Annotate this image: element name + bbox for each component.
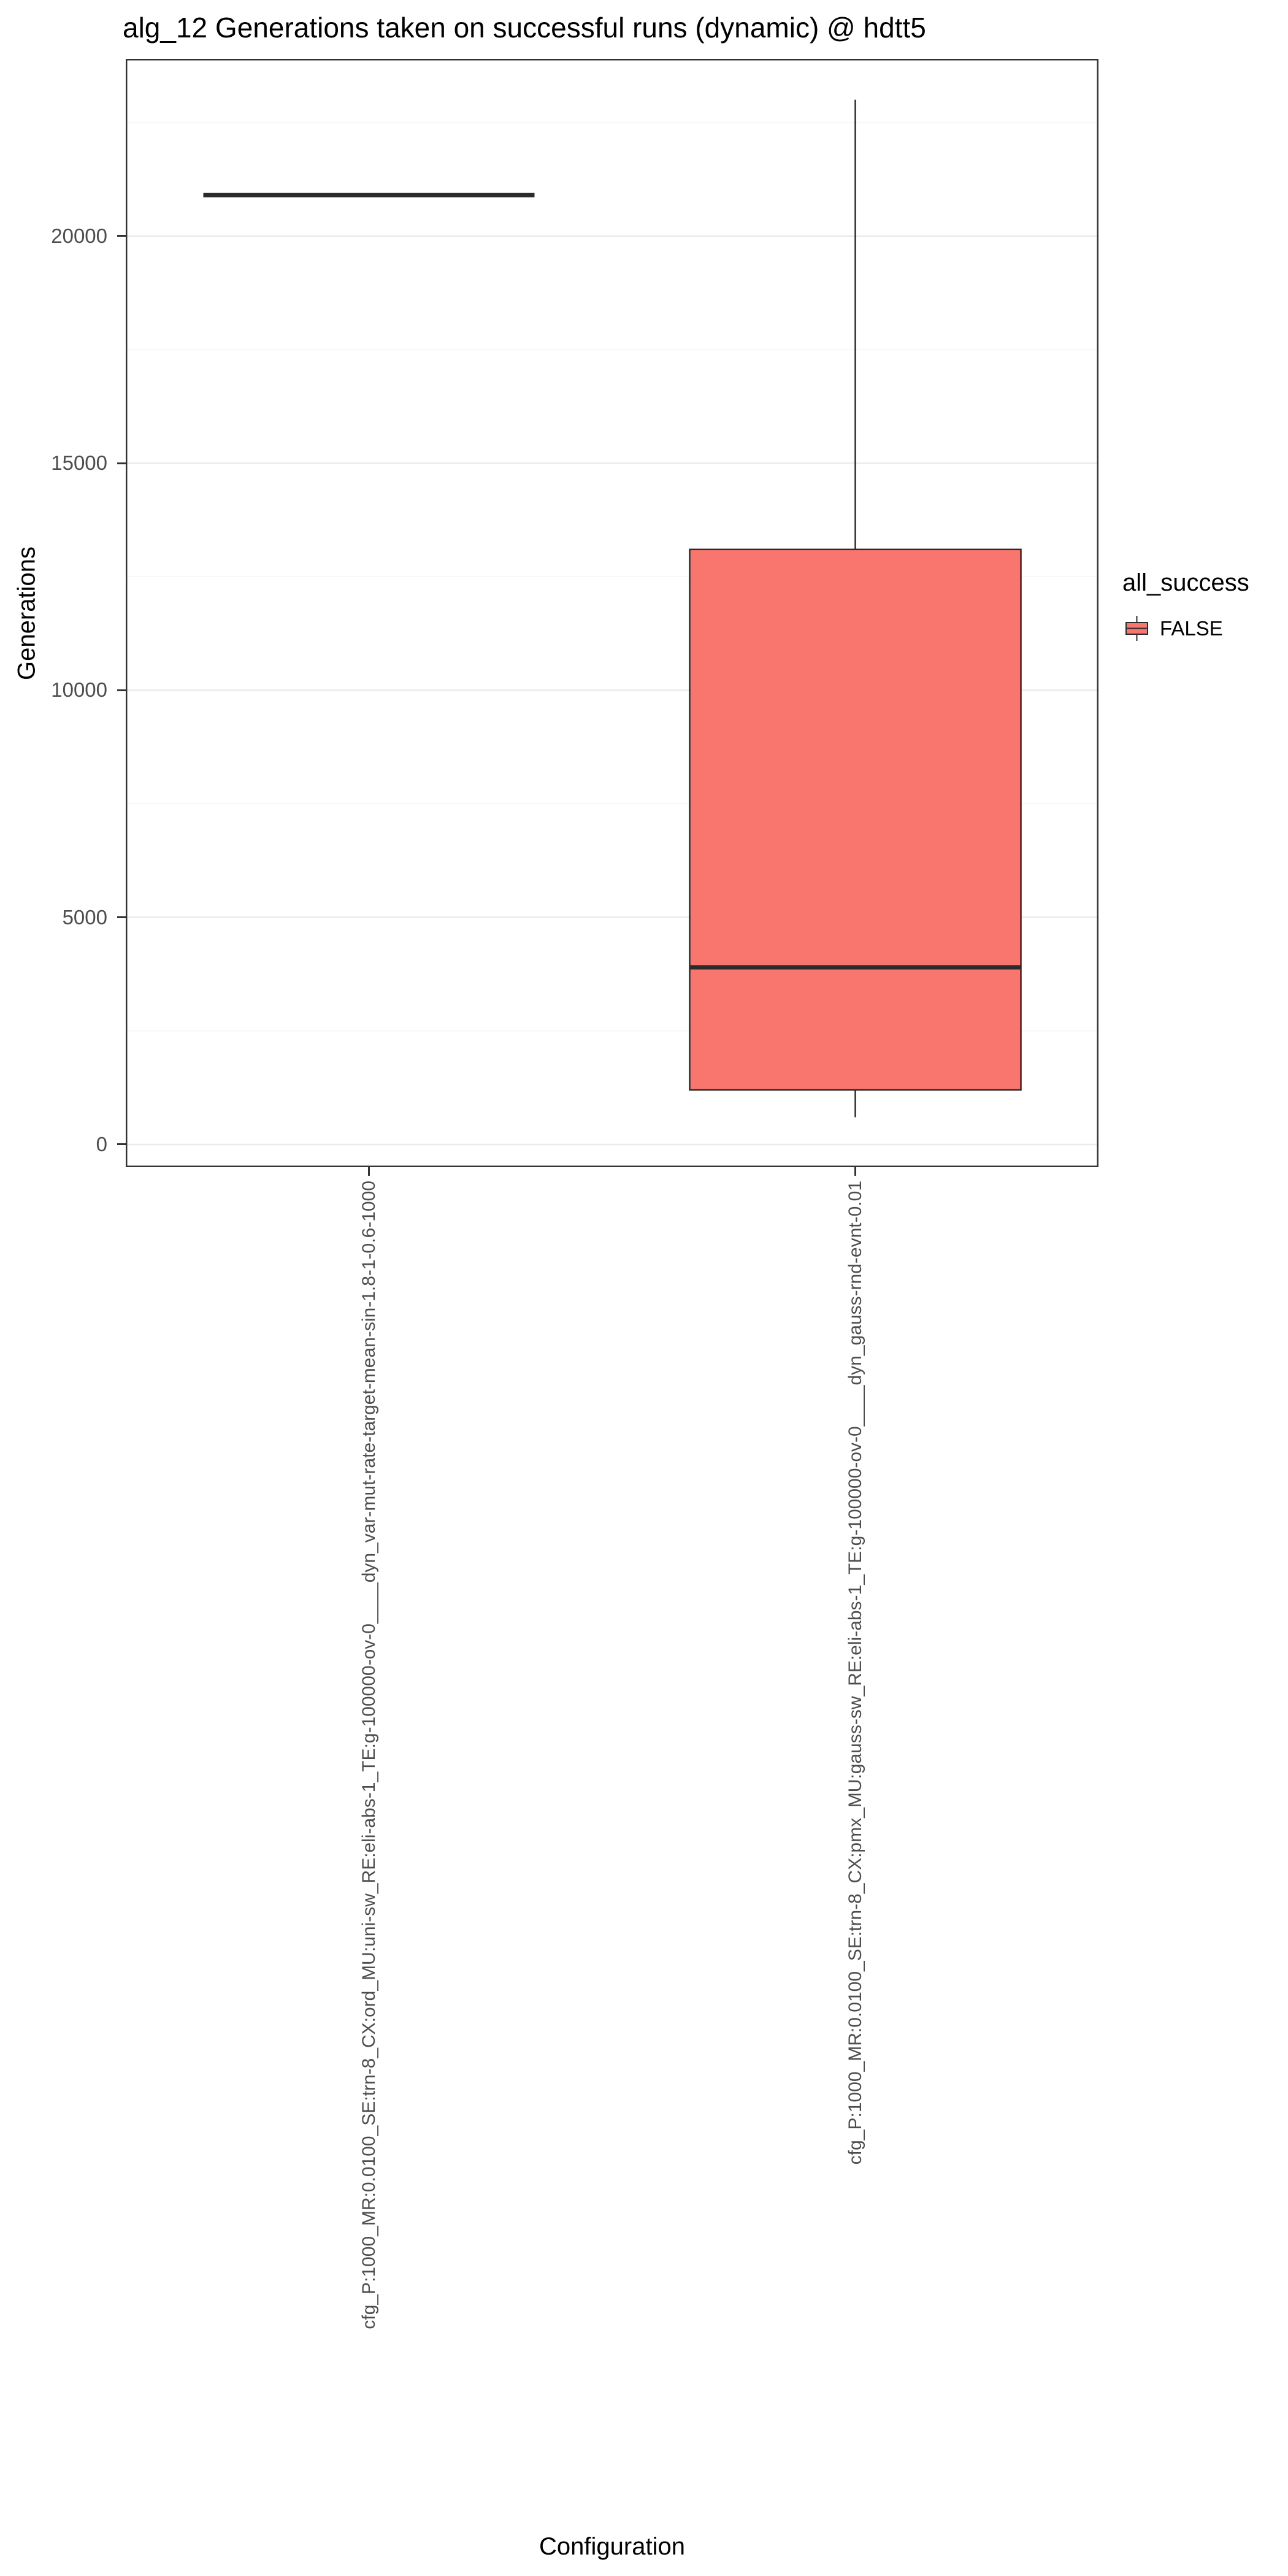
- x-axis-title: Configuration: [539, 2533, 685, 2560]
- y-tick-mark: [117, 916, 126, 919]
- plot-title: alg_12 Generations taken on successful r…: [123, 12, 926, 44]
- box: [689, 548, 1022, 1091]
- y-tick-mark: [117, 235, 126, 237]
- x-axis-category-label: cfg_P:1000_MR:0.0100_SE:trn-8_CX:ord_MU:…: [358, 1181, 379, 2329]
- y-tick-label: 15000: [51, 451, 107, 475]
- legend-entry: FALSE: [1122, 614, 1249, 643]
- y-tick-mark: [117, 689, 126, 691]
- x-axis-category-label: cfg_P:1000_MR:0.0100_SE:trn-8_CX:pmx_MU:…: [845, 1181, 865, 2165]
- y-tick-label: 10000: [51, 678, 107, 702]
- panel-border: [126, 59, 1098, 1167]
- y-tick-mark: [117, 462, 126, 464]
- legend-entry-label: FALSE: [1160, 616, 1223, 640]
- legend: all_success FALSE: [1122, 569, 1249, 643]
- y-tick-label: 5000: [62, 905, 107, 929]
- x-tick-mark: [854, 1167, 856, 1176]
- plot-panel: [126, 59, 1098, 1167]
- y-axis-title-text: Generations: [13, 546, 40, 680]
- legend-title: all_success: [1122, 569, 1249, 596]
- y-tick-mark: [117, 1143, 126, 1146]
- boxplot-key-icon: [1125, 616, 1148, 641]
- y-tick-label: 0: [96, 1132, 107, 1156]
- y-tick-label: 20000: [51, 224, 107, 247]
- x-tick-mark: [368, 1167, 370, 1176]
